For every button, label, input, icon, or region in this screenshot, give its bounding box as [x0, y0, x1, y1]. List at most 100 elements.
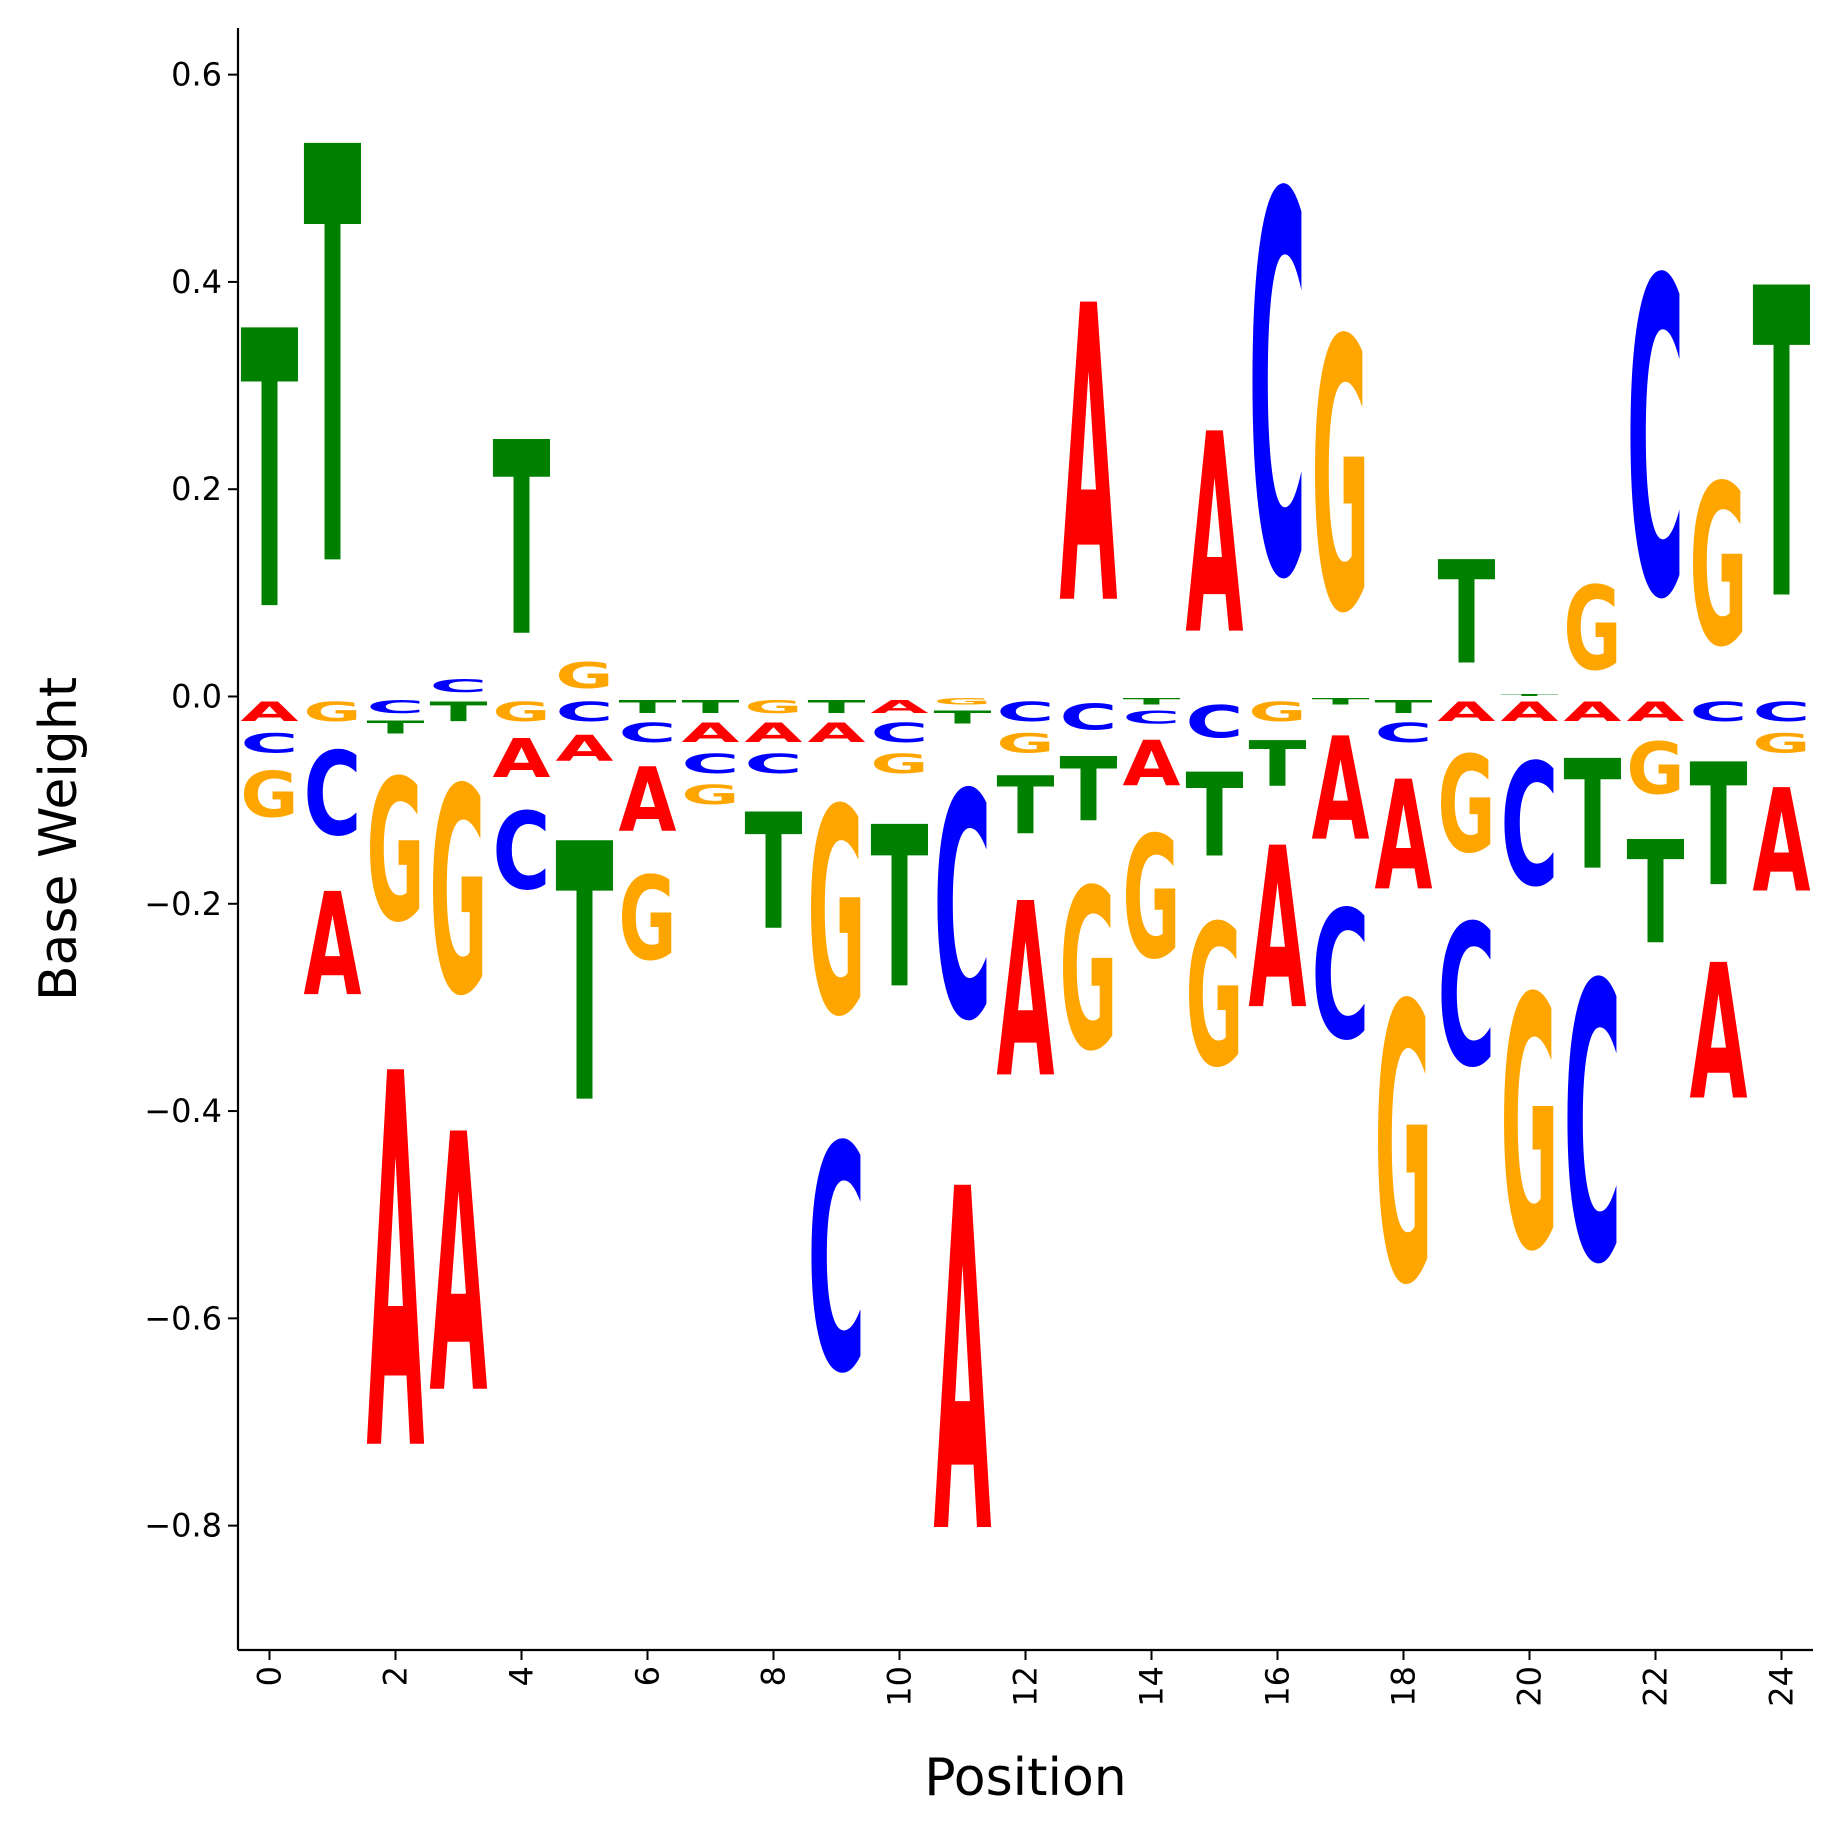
- y-tick-label: −0.8: [144, 1507, 222, 1545]
- glyph-C-pos-22: C: [1627, 189, 1685, 695]
- glyph-A-pos-7: A: [682, 718, 741, 749]
- x-tick-label: 18: [1385, 1666, 1423, 1707]
- glyph-G-pos-12: G: [997, 727, 1055, 758]
- x-tick-label: 20: [1511, 1666, 1549, 1707]
- glyph-A-pos-6: A: [619, 750, 677, 853]
- glyph-G-pos-20: G: [1501, 926, 1559, 1328]
- glyph-A-pos-8: A: [745, 718, 804, 749]
- glyph-G-pos-7: G: [682, 779, 740, 810]
- x-tick-label: 4: [503, 1666, 541, 1686]
- glyph-C-pos-4: C: [493, 791, 551, 915]
- glyph-G-pos-6: G: [619, 852, 677, 987]
- x-tick-label: 16: [1259, 1666, 1297, 1707]
- glyph-G-pos-23: G: [1690, 437, 1748, 696]
- glyph-T-pos-15: T: [1186, 748, 1244, 882]
- glyph-C-pos-18: C: [1375, 717, 1433, 748]
- glyph-C-pos-16: C: [1249, 87, 1307, 695]
- y-tick-label: −0.6: [144, 1299, 222, 1337]
- logo-glyphs: TACGTGCACTGACTGATGACGCATTCAGTACGGACTTAGC…: [241, 31, 1811, 1639]
- glyph-A-pos-13: A: [1060, 222, 1118, 696]
- glyph-C-pos-13: C: [1060, 697, 1118, 738]
- glyph-G-pos-3: G: [430, 728, 488, 1059]
- glyph-A-pos-1: A: [304, 863, 362, 1028]
- glyph-T-pos-16: T: [1249, 728, 1307, 801]
- glyph-A-pos-4: A: [493, 729, 551, 790]
- glyph-T-pos-14: T: [1123, 697, 1181, 707]
- glyph-A-pos-9: A: [808, 718, 867, 749]
- glyph-C-pos-23: C: [1690, 696, 1748, 727]
- glyph-G-pos-18: G: [1375, 926, 1433, 1370]
- x-tick-label: 22: [1637, 1666, 1675, 1707]
- glyph-G-pos-5: G: [556, 656, 614, 697]
- glyph-C-pos-12: C: [997, 696, 1055, 727]
- glyph-A-pos-23: A: [1690, 926, 1748, 1142]
- glyph-A-pos-20: A: [1501, 697, 1560, 728]
- y-tick-label: 0.2: [171, 470, 222, 508]
- glyph-T-pos-9: T: [808, 697, 866, 717]
- glyph-A-pos-11: A: [934, 1093, 992, 1639]
- glyph-T-pos-0: T: [241, 253, 299, 696]
- glyph-C-pos-17: C: [1312, 875, 1370, 1080]
- glyph-A-pos-5: A: [556, 728, 615, 769]
- glyph-T-pos-24: T: [1753, 201, 1811, 696]
- glyph-A-pos-22: A: [1627, 697, 1686, 728]
- glyph-C-pos-21: C: [1564, 905, 1622, 1348]
- y-tick-label: 0.6: [171, 56, 222, 94]
- glyph-T-pos-10: T: [871, 779, 929, 1038]
- glyph-C-pos-7: C: [682, 748, 740, 779]
- glyph-C-pos-3: C: [430, 676, 488, 696]
- x-tick-label: 24: [1763, 1666, 1801, 1707]
- glyph-C-pos-19: C: [1438, 885, 1496, 1112]
- glyph-C-pos-2: C: [367, 697, 425, 717]
- x-tick-label: 14: [1133, 1666, 1171, 1707]
- glyph-G-pos-10: G: [871, 748, 929, 779]
- glyph-C-pos-24: C: [1753, 696, 1811, 727]
- glyph-T-pos-18: T: [1375, 697, 1433, 717]
- glyph-A-pos-12: A: [997, 853, 1055, 1131]
- glyph-G-pos-1: G: [304, 696, 362, 727]
- axes: −0.8−0.6−0.4−0.20.00.20.40.60 2 4 6 8 10 12 14 1…: [144, 28, 1813, 1707]
- glyph-A-pos-18: A: [1375, 750, 1433, 925]
- glyph-T-pos-13: T: [1060, 739, 1118, 842]
- glyph-T-pos-22: T: [1627, 811, 1685, 976]
- glyph-A-pos-10: A: [871, 697, 929, 718]
- glyph-G-pos-17: G: [1312, 263, 1370, 696]
- glyph-C-pos-14: C: [1123, 707, 1181, 727]
- glyph-T-pos-17: T: [1312, 697, 1370, 707]
- glyph-T-pos-7: T: [682, 697, 740, 717]
- glyph-T-pos-23: T: [1690, 729, 1748, 925]
- glyph-C-pos-8: C: [745, 748, 803, 779]
- glyph-G-pos-24: G: [1753, 727, 1811, 758]
- glyph-A-pos-17: A: [1312, 707, 1370, 872]
- glyph-C-pos-15: C: [1186, 698, 1244, 749]
- glyph-C-pos-0: C: [241, 727, 299, 758]
- glyph-A-pos-2: A: [367, 967, 425, 1566]
- glyph-T-pos-8: T: [745, 780, 803, 966]
- glyph-T-pos-6: T: [619, 697, 677, 717]
- x-tick-label: 8: [755, 1666, 793, 1686]
- glyph-G-pos-0: G: [241, 758, 299, 831]
- glyph-G-pos-21: G: [1564, 562, 1622, 697]
- glyph-G-pos-22: G: [1627, 727, 1685, 810]
- glyph-T-pos-11: T: [934, 707, 992, 727]
- glyph-C-pos-11: C: [934, 729, 992, 1089]
- x-tick-label: 6: [629, 1666, 667, 1686]
- glyph-T-pos-21: T: [1564, 728, 1622, 903]
- x-axis-title: Position: [924, 1748, 1126, 1808]
- glyph-C-pos-20: C: [1501, 729, 1559, 925]
- glyph-G-pos-11: G: [934, 696, 992, 706]
- y-tick-label: 0.4: [171, 263, 222, 301]
- glyph-G-pos-13: G: [1060, 841, 1118, 1100]
- glyph-A-pos-3: A: [430, 1061, 488, 1473]
- glyph-A-pos-15: A: [1186, 377, 1244, 696]
- glyph-C-pos-1: C: [304, 729, 362, 863]
- glyph-A-pos-21: A: [1564, 697, 1623, 728]
- x-tick-label: 12: [1007, 1666, 1045, 1707]
- glyph-G-pos-8: G: [745, 697, 803, 718]
- glyph-A-pos-14: A: [1123, 728, 1181, 800]
- glyph-G-pos-15: G: [1186, 883, 1244, 1110]
- glyph-T-pos-12: T: [997, 760, 1055, 852]
- glyph-T-pos-2: T: [367, 718, 425, 738]
- glyph-A-pos-19: A: [1438, 697, 1497, 728]
